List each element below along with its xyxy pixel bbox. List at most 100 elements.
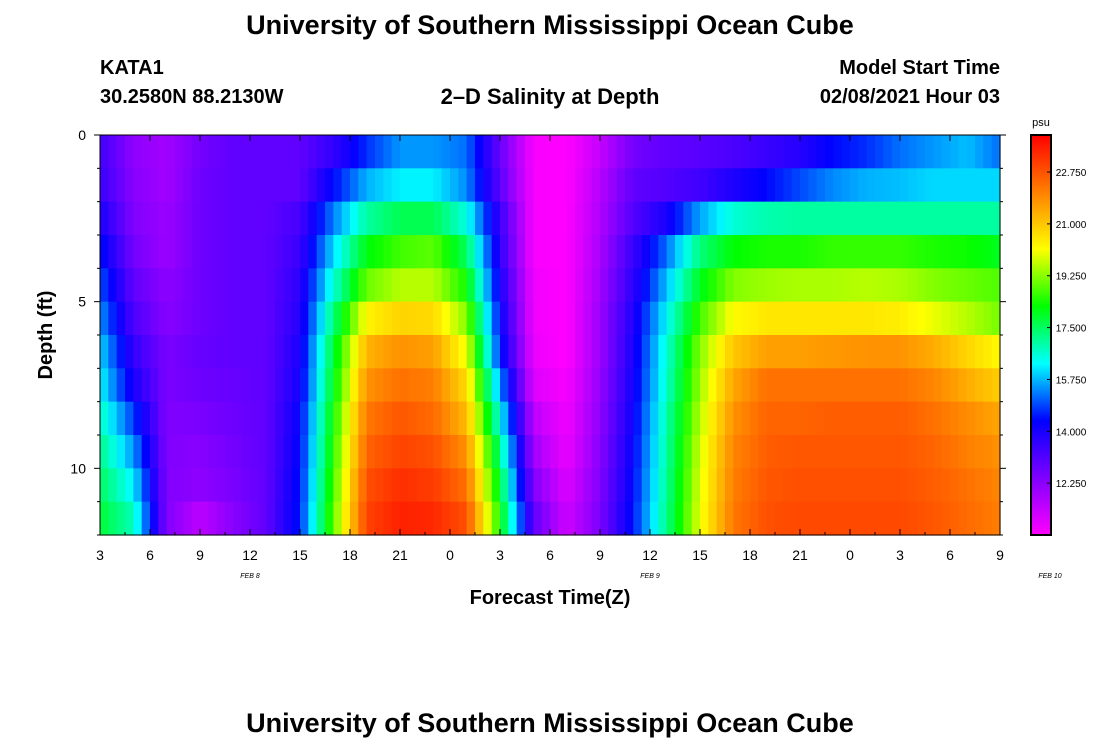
heatmap-cell [750, 201, 759, 236]
heatmap-cell [416, 368, 426, 403]
heatmap-cell [833, 368, 843, 403]
x-tick-label: 12 [242, 547, 258, 563]
heatmap-cell [933, 468, 943, 503]
heatmap-cell [441, 168, 451, 203]
heatmap-cell [266, 301, 276, 336]
heatmap-cell [225, 401, 234, 436]
heatmap-cell [141, 335, 151, 369]
heatmap-cell [600, 468, 609, 503]
date-label: FEB 10 [1038, 573, 1061, 580]
heatmap-cell [458, 268, 468, 303]
heatmap-cells [100, 135, 1001, 536]
heatmap-cell [100, 435, 109, 469]
heatmap-cell [150, 501, 159, 536]
heatmap-cell [158, 268, 168, 303]
heatmap-cell [266, 401, 276, 436]
heatmap-cell [308, 468, 318, 503]
x-tick-label: 0 [446, 547, 454, 563]
heatmap-cell [591, 268, 601, 303]
heatmap-cell [816, 401, 826, 436]
heatmap-cell [625, 335, 634, 369]
y-axis-title: Depth (ft) [35, 291, 57, 380]
heatmap-cell [925, 168, 934, 203]
heatmap-cell [416, 168, 426, 203]
heatmap-cell [683, 368, 693, 403]
heatmap-cell [975, 368, 984, 403]
heatmap-cell [541, 435, 551, 469]
heatmap-cell [733, 135, 743, 169]
heatmap-cell [191, 201, 201, 236]
heatmap-cell [391, 401, 401, 436]
heatmap-cell [808, 301, 818, 336]
heatmap-cell [875, 401, 884, 436]
heatmap-cell [800, 168, 809, 203]
heatmap-cell [333, 235, 343, 269]
heatmap-cell [133, 368, 143, 403]
heatmap-cell [250, 201, 259, 236]
heatmap-cell [883, 335, 893, 369]
heatmap-cell [675, 235, 684, 269]
heatmap-cell [958, 501, 968, 536]
heatmap-cell [991, 435, 1001, 469]
heatmap-cell [250, 401, 259, 436]
heatmap-cell [541, 501, 551, 536]
heatmap-cell [675, 135, 684, 169]
heatmap-cell [533, 168, 543, 203]
heatmap-cell [733, 268, 743, 303]
heatmap-cell [508, 235, 518, 269]
heatmap-cell [225, 501, 234, 536]
heatmap-cell [425, 168, 434, 203]
heatmap-cell [175, 135, 184, 169]
heatmap-cell [108, 368, 118, 403]
heatmap-cell [941, 401, 951, 436]
heatmap-cell [700, 368, 709, 403]
heatmap-cell [233, 235, 243, 269]
heatmap-cell [975, 201, 984, 236]
heatmap-cell [550, 435, 559, 469]
heatmap-cell [991, 168, 1001, 203]
heatmap-cell [766, 468, 776, 503]
heatmap-cell [941, 268, 951, 303]
heatmap-cell [858, 135, 868, 169]
heatmap-cell [675, 335, 684, 369]
heatmap-cell [491, 435, 501, 469]
heatmap-cell [525, 468, 534, 503]
heatmap-cell [975, 501, 984, 536]
heatmap-cell [775, 168, 784, 203]
x-tick-label: 18 [742, 547, 758, 563]
heatmap-cell [425, 301, 434, 336]
heatmap-cell [558, 168, 568, 203]
heatmap-cell [108, 268, 118, 303]
heatmap-cell [258, 501, 268, 536]
heatmap-cell [616, 401, 626, 436]
heatmap-cell [466, 335, 476, 369]
heatmap-cell [716, 268, 726, 303]
heatmap-cell [500, 201, 509, 236]
heatmap-cell [825, 335, 834, 369]
x-axis: 3 6 9 12 15 18 21 0 3 6 9 12 15 18 21 0 3 6 9 FEB 8 FEB 9 FEB… [96, 135, 1062, 580]
heatmap-cell [658, 401, 668, 436]
heatmap-cell [758, 401, 768, 436]
heatmap-cell [658, 268, 668, 303]
heatmap-cell [791, 235, 801, 269]
heatmap-cell [250, 501, 259, 536]
heatmap-cell [916, 268, 926, 303]
heatmap-cell [233, 135, 243, 169]
heatmap-cell [225, 135, 234, 169]
date-label: FEB 8 [240, 573, 260, 580]
heatmap-cell [483, 468, 493, 503]
heatmap-cell [641, 435, 651, 469]
heatmap-cell [366, 268, 376, 303]
heatmap-cell [366, 368, 376, 403]
heatmap-cell [691, 501, 701, 536]
heatmap-cell [150, 335, 159, 369]
heatmap-cell [425, 201, 434, 236]
heatmap-cell [675, 301, 684, 336]
heatmap-cell [191, 135, 201, 169]
heatmap-cell [633, 201, 643, 236]
heatmap-cell [783, 301, 793, 336]
heatmap-cell [791, 368, 801, 403]
heatmap-cell [833, 135, 843, 169]
heatmap-cell [183, 301, 193, 336]
heatmap-cell [191, 235, 201, 269]
